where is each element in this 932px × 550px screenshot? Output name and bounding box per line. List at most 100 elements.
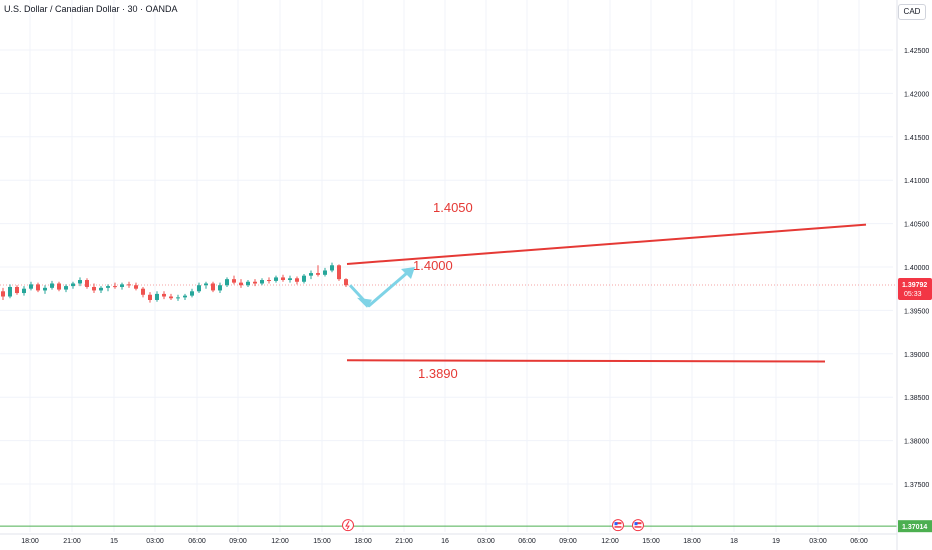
- horizontal-levels: [0, 284, 897, 527]
- candle-body: [337, 265, 341, 280]
- price-tick-label: 1.39000: [904, 352, 929, 359]
- candle-body: [22, 288, 26, 294]
- time-tick-label: 18:00: [21, 538, 39, 545]
- time-tick-label: 06:00: [850, 538, 868, 545]
- candle-body: [92, 286, 96, 291]
- us-flag-icon: [632, 519, 644, 532]
- annotations-layer: 1.4050 1.3890 1.4000: [342, 200, 867, 532]
- candle-body: [225, 279, 229, 286]
- candle-series: [1, 262, 348, 303]
- countdown-label: 05:33: [904, 291, 922, 298]
- time-tick-label: 15:00: [642, 538, 660, 545]
- candle-body: [85, 280, 89, 287]
- price-tick-label: 1.41000: [904, 178, 929, 185]
- support-price-tag: [898, 520, 932, 533]
- price-tick-label: 1.42000: [904, 91, 929, 98]
- candle-body: [36, 284, 40, 291]
- us-flag-icon-canton: [614, 522, 618, 526]
- candle-body: [288, 278, 292, 281]
- candle-body: [1, 291, 5, 297]
- lower-level-line: [346, 359, 826, 363]
- us-flag-icon-stripe: [634, 522, 642, 525]
- price-tick-label: 1.40500: [904, 222, 929, 229]
- candle-body: [148, 294, 152, 300]
- time-tick-label: 18: [730, 538, 738, 545]
- projection-arrowhead: [401, 267, 415, 279]
- candle-body: [218, 285, 222, 291]
- time-tick-label: 21:00: [395, 538, 413, 545]
- candle-body: [274, 277, 278, 281]
- candle-body: [43, 287, 47, 291]
- candle-body: [162, 293, 166, 297]
- time-tick-label: 16: [441, 538, 449, 545]
- candle-body: [281, 277, 285, 281]
- us-flag-icon-canton: [634, 522, 638, 526]
- candle-body: [330, 265, 334, 271]
- candle-body: [204, 283, 208, 286]
- time-tick-label: 12:00: [601, 538, 619, 545]
- candle-body: [316, 273, 320, 275]
- chart-title: U.S. Dollar / Canadian Dollar · 30 · OAN…: [4, 4, 178, 14]
- current-price-label: 1.39792: [902, 282, 927, 289]
- time-tick-label: 09:00: [559, 538, 577, 545]
- time-tick-label: 15: [110, 538, 118, 545]
- time-tick-label: 19: [772, 538, 780, 545]
- time-tick-label: 09:00: [229, 538, 247, 545]
- currency-button[interactable]: CAD: [898, 4, 926, 20]
- candle-body: [113, 286, 117, 288]
- candle-body: [78, 280, 82, 284]
- candle-body: [253, 281, 257, 284]
- candle-body: [309, 273, 313, 276]
- candle-body: [246, 281, 250, 286]
- us-flag-icon: [612, 519, 624, 532]
- time-tick-label: 12:00: [271, 538, 289, 545]
- candle-body: [99, 287, 103, 291]
- upper-level-label: 1.4050: [433, 200, 473, 215]
- candle-body: [267, 280, 271, 282]
- candle-body: [127, 284, 131, 286]
- candle-body: [344, 279, 348, 286]
- candle-body: [120, 284, 124, 287]
- projection-arrowhead: [357, 297, 372, 308]
- time-tick-label: 18:00: [354, 538, 372, 545]
- time-tick-label: 03:00: [477, 538, 495, 545]
- lightning-icon-bolt: [345, 520, 350, 530]
- candle-body: [211, 283, 215, 291]
- price-tick-label: 1.42500: [904, 48, 929, 55]
- candle-body: [169, 296, 173, 299]
- candle-body: [232, 279, 236, 283]
- lightning-icon: [342, 519, 354, 532]
- lower-level-label: 1.3890: [418, 366, 458, 381]
- candle-body: [183, 295, 187, 298]
- time-tick-label: 06:00: [188, 538, 206, 545]
- us-flag-icon-stripe: [614, 526, 622, 528]
- current-price-tag: [898, 278, 932, 301]
- candle-body: [64, 286, 68, 290]
- price-tick-label: 1.37500: [904, 482, 929, 489]
- price-tick-label: 1.39500: [904, 308, 929, 315]
- candle-body: [260, 280, 264, 284]
- price-tick-label: 1.40000: [904, 265, 929, 272]
- time-tick-label: 15:00: [313, 538, 331, 545]
- time-tick-label: 18:00: [683, 538, 701, 545]
- us-flag-icon-stripe: [614, 522, 622, 525]
- candle-body: [57, 283, 61, 290]
- us-flag-icon-ring: [612, 519, 624, 532]
- candle-body: [106, 286, 110, 288]
- chart-grid: [0, 0, 893, 532]
- time-tick-label: 21:00: [63, 538, 81, 545]
- us-flag-icon-ring: [632, 519, 644, 532]
- candle-body: [295, 278, 299, 282]
- support-price-label: 1.37014: [902, 524, 927, 531]
- candle-body: [176, 297, 180, 299]
- candle-body: [71, 283, 75, 287]
- candle-body: [29, 284, 33, 289]
- time-tick-label: 03:00: [146, 538, 164, 545]
- time-tick-label: 03:00: [809, 538, 827, 545]
- price-tick-label: 1.38500: [904, 395, 929, 402]
- upper-level-line: [346, 223, 867, 265]
- candle-body: [239, 282, 243, 286]
- time-tick-label: 06:00: [518, 538, 536, 545]
